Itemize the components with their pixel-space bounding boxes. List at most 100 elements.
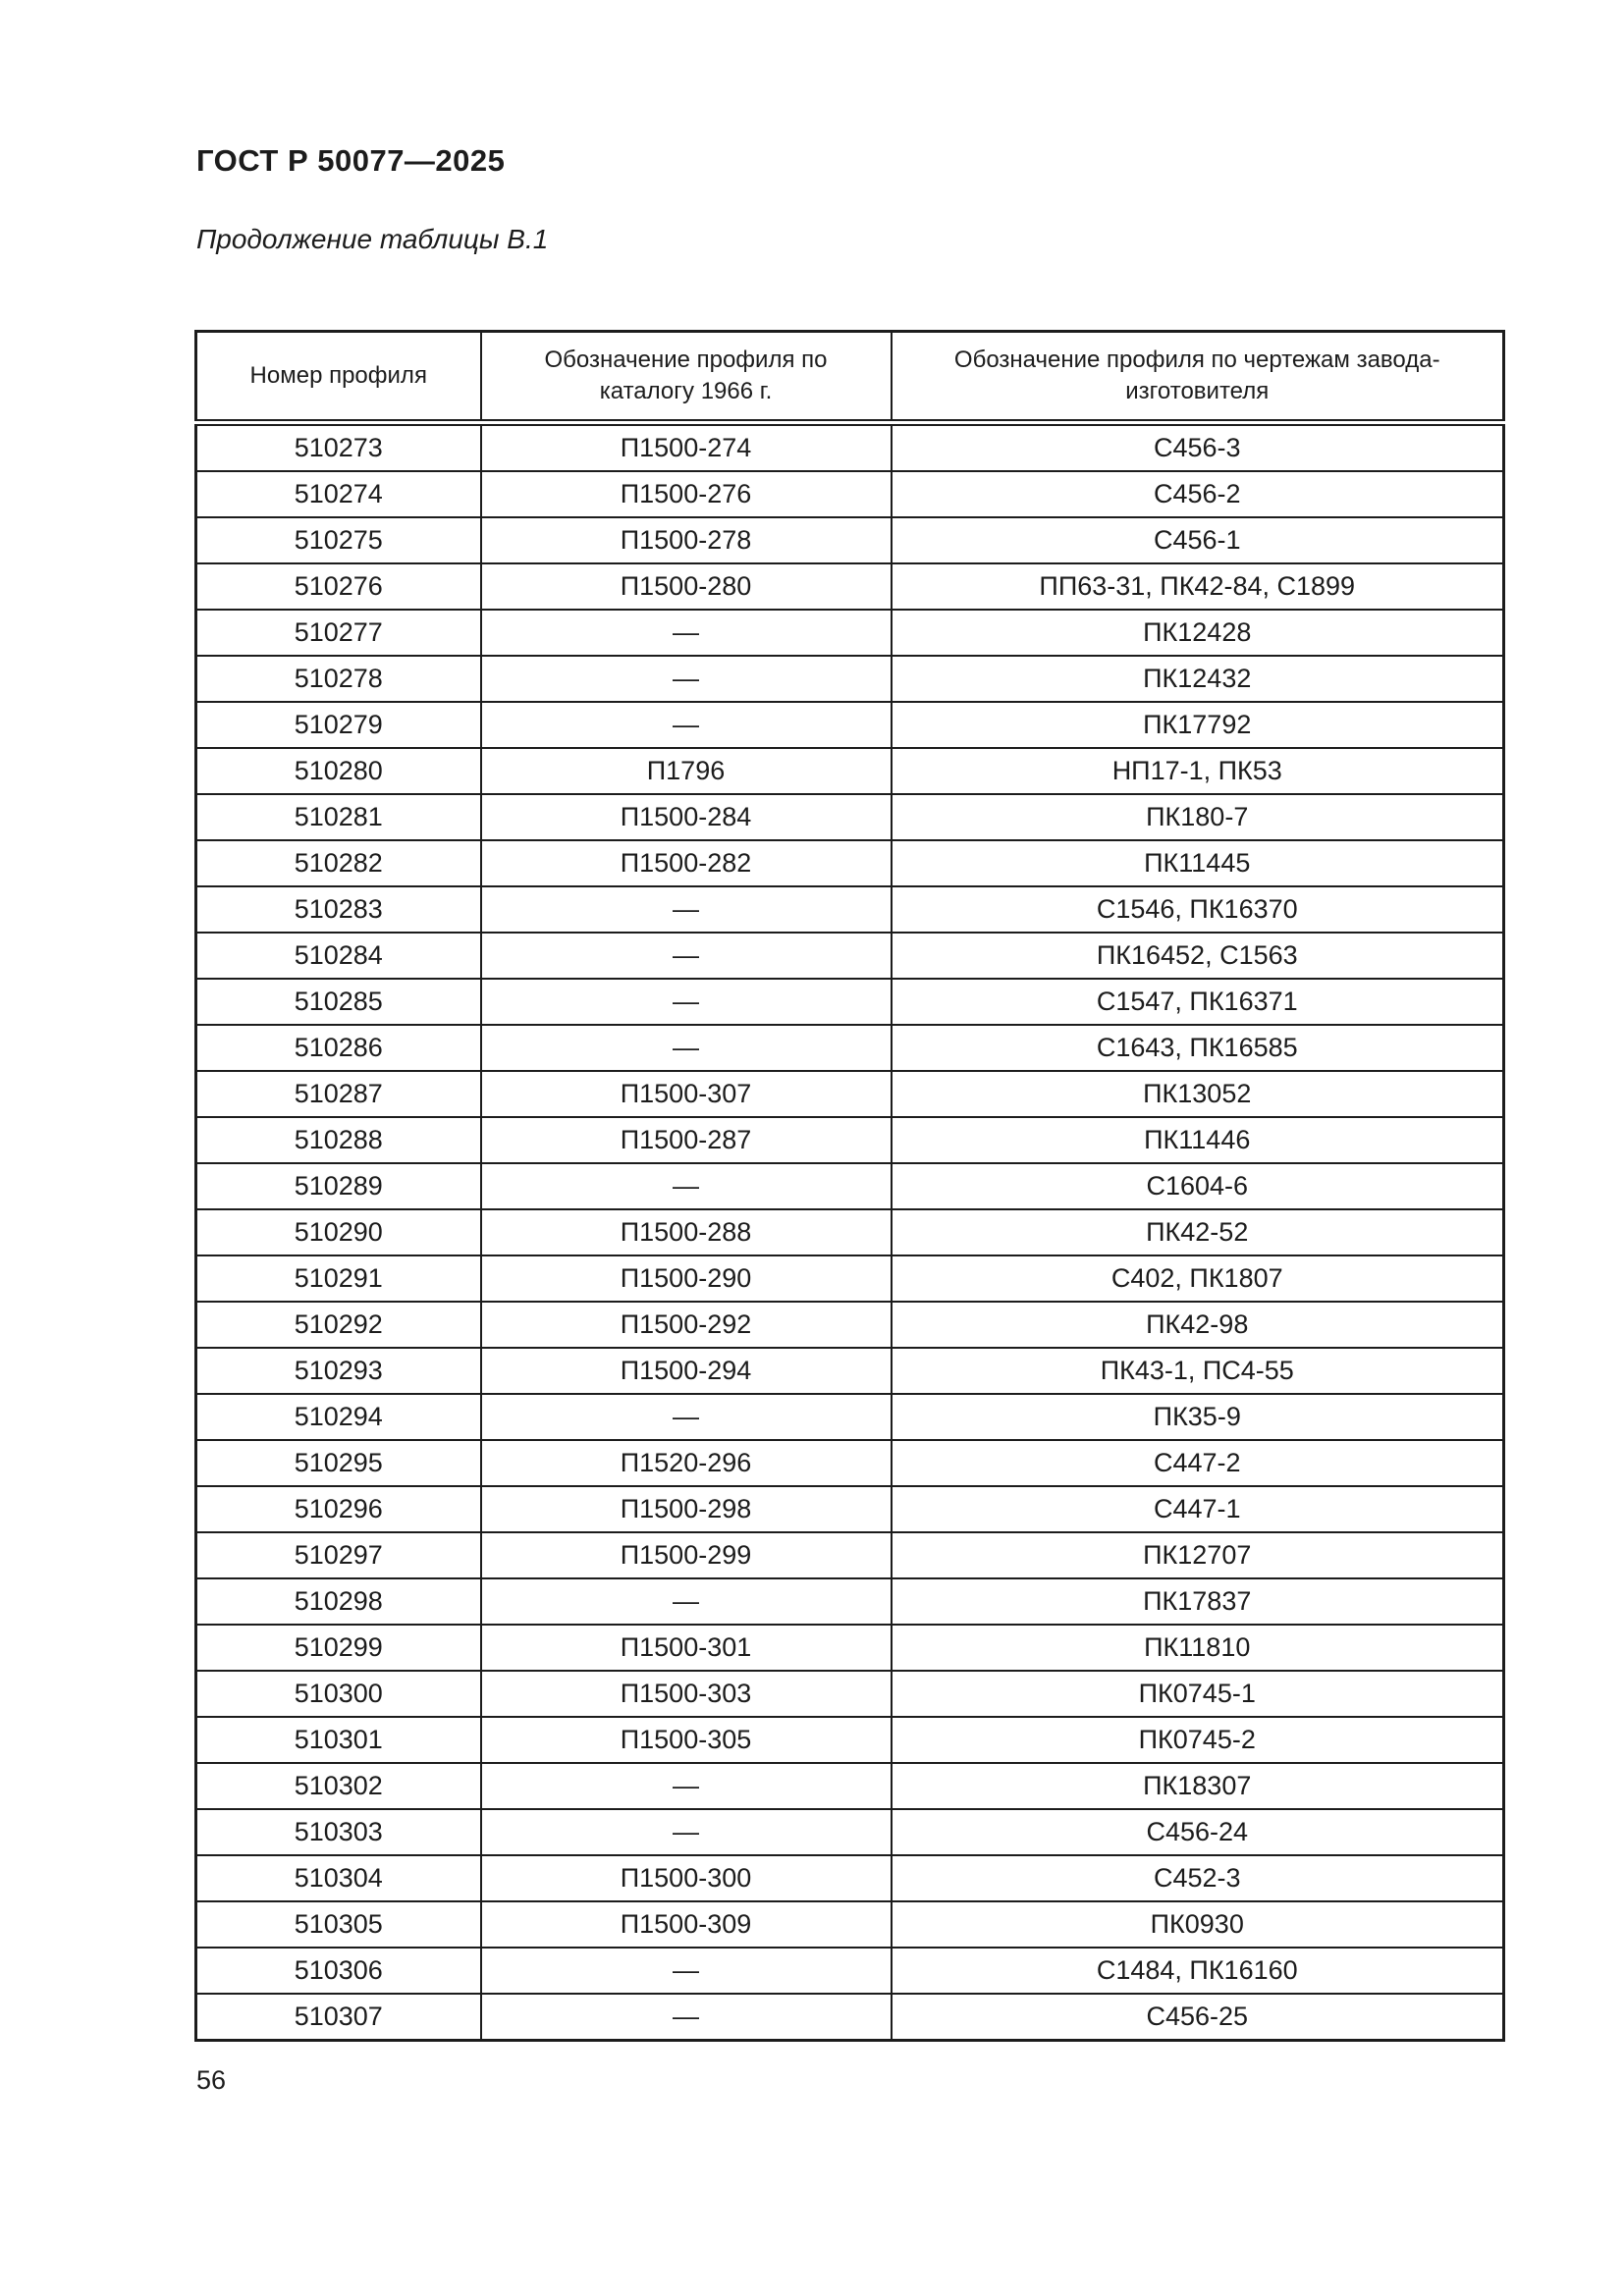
cell-factory-designation: С402, ПК1807 [890,1255,1505,1303]
cell-profile-number: 510276 [194,562,482,611]
column-header-profile-number: Номер профиля [194,330,482,426]
cell-profile-number: 510294 [194,1393,482,1441]
cell-catalog-designation: П1500-274 [479,421,893,472]
cell-profile-number: 510297 [194,1531,482,1579]
column-header-catalog-1966-designation: Обозначение профиля по каталогу 1966 г. [479,330,893,426]
cell-factory-designation: ПК11446 [890,1116,1505,1164]
cell-profile-number: 510285 [194,978,482,1026]
cell-catalog-designation: — [479,1393,893,1441]
cell-catalog-designation: П1500-309 [479,1900,893,1949]
table-row: 510280 П1796 НП17-1, ПК53 [194,747,1505,795]
table-header-row: Номер профиля Обозначение профиля по кат… [194,330,1505,426]
cell-factory-designation: С447-1 [890,1485,1505,1533]
table-row: 510279— ПК17792 [194,701,1505,749]
cell-catalog-designation: П1796 [479,747,893,795]
table-row: 510292 П1500-292 ПК42-98 [194,1301,1505,1349]
table-caption: Продолжение таблицы В.1 [196,224,549,254]
cell-catalog-designation: — [479,1993,893,2042]
cell-profile-number: 510277 [194,609,482,657]
cell-factory-designation: ПК17837 [890,1577,1505,1626]
cell-profile-number: 510300 [194,1670,482,1718]
cell-catalog-designation: П1500-298 [479,1485,893,1533]
cell-factory-designation: С456-24 [890,1808,1505,1856]
table-row: 510307— С456-25 [194,1993,1505,2042]
cell-factory-designation: С456-2 [890,470,1505,518]
table-row: 510296 П1500-298 С447-1 [194,1485,1505,1533]
cell-profile-number: 510287 [194,1070,482,1118]
cell-factory-designation: ПК180-7 [890,793,1505,841]
cell-catalog-designation: — [479,1762,893,1810]
cell-factory-designation: ПК43-1, ПС4-55 [890,1347,1505,1395]
cell-factory-designation: ПК35-9 [890,1393,1505,1441]
cell-profile-number: 510292 [194,1301,482,1349]
cell-profile-number: 510298 [194,1577,482,1626]
cell-factory-designation: ПК12707 [890,1531,1505,1579]
cell-profile-number: 510290 [194,1208,482,1256]
cell-catalog-designation: П1500-303 [479,1670,893,1718]
table-row: 510273 П1500-274 С456-3 [194,421,1505,472]
table-row: 510291 П1500-290 С402, ПК1807 [194,1255,1505,1303]
table-row: 510304 П1500-300 С452-3 [194,1854,1505,1902]
table-row: 510294— ПК35-9 [194,1393,1505,1441]
cell-catalog-designation: П1500-300 [479,1854,893,1902]
cell-factory-designation: С456-3 [890,421,1505,472]
cell-factory-designation: ПК0745-1 [890,1670,1505,1718]
table-row: 510300 П1500-303 ПК0745-1 [194,1670,1505,1718]
cell-catalog-designation: П1500-280 [479,562,893,611]
cell-factory-designation: ПК0930 [890,1900,1505,1949]
cell-profile-number: 510299 [194,1624,482,1672]
cell-profile-number: 510296 [194,1485,482,1533]
cell-factory-designation: НП17-1, ПК53 [890,747,1505,795]
table-row: 510275 П1500-278 С456-1 [194,516,1505,564]
cell-catalog-designation: П1500-299 [479,1531,893,1579]
cell-catalog-designation: П1500-305 [479,1716,893,1764]
cell-profile-number: 510304 [194,1854,482,1902]
cell-profile-number: 510305 [194,1900,482,1949]
cell-factory-designation: С447-2 [890,1439,1505,1487]
cell-factory-designation: С456-25 [890,1993,1505,2042]
cell-profile-number: 510278 [194,655,482,703]
cell-profile-number: 510307 [194,1993,482,2042]
table-row: 510281 П1500-284 ПК180-7 [194,793,1505,841]
column-header-factory-drawing-designation: Обозначение профиля по чертежам завода-и… [890,330,1505,426]
cell-profile-number: 510280 [194,747,482,795]
cell-catalog-designation: П1500-294 [479,1347,893,1395]
table-row: 510303— С456-24 [194,1808,1505,1856]
table-row: 510290 П1500-288 ПК42-52 [194,1208,1505,1256]
cell-catalog-designation: — [479,701,893,749]
cell-catalog-designation: — [479,1808,893,1856]
cell-factory-designation: ПК11810 [890,1624,1505,1672]
cell-factory-designation: ПК18307 [890,1762,1505,1810]
cell-profile-number: 510273 [194,421,482,472]
cell-factory-designation: ПК42-98 [890,1301,1505,1349]
cell-profile-number: 510282 [194,839,482,887]
cell-factory-designation: С456-1 [890,516,1505,564]
page-number: 56 [196,2065,227,2095]
cell-catalog-designation: П1500-292 [479,1301,893,1349]
table-row: 510299 П1500-301 ПК11810 [194,1624,1505,1672]
cell-factory-designation: С1604-6 [890,1162,1505,1210]
cell-factory-designation: С452-3 [890,1854,1505,1902]
cell-factory-designation: ПК12432 [890,655,1505,703]
table-row: 510284— ПК16452, С1563 [194,932,1505,980]
cell-catalog-designation: П1500-278 [479,516,893,564]
cell-catalog-designation: — [479,655,893,703]
table-row: 510285— С1547, ПК16371 [194,978,1505,1026]
cell-factory-designation: ПК16452, С1563 [890,932,1505,980]
standard-code-heading: ГОСТ Р 50077—2025 [196,143,506,178]
cell-catalog-designation: — [479,1577,893,1626]
cell-catalog-designation: — [479,1162,893,1210]
cell-factory-designation: ПК13052 [890,1070,1505,1118]
table-row: 510295 П1520-296 С447-2 [194,1439,1505,1487]
table-row: 510274 П1500-276 С456-2 [194,470,1505,518]
cell-catalog-designation: — [479,885,893,934]
cell-profile-number: 510286 [194,1024,482,1072]
table-row: 510277— ПК12428 [194,609,1505,657]
table-row: 510301 П1500-305 ПК0745-2 [194,1716,1505,1764]
cell-catalog-designation: П1500-287 [479,1116,893,1164]
cell-catalog-designation: П1500-307 [479,1070,893,1118]
cell-profile-number: 510291 [194,1255,482,1303]
cell-profile-number: 510275 [194,516,482,564]
cell-catalog-designation: П1500-282 [479,839,893,887]
